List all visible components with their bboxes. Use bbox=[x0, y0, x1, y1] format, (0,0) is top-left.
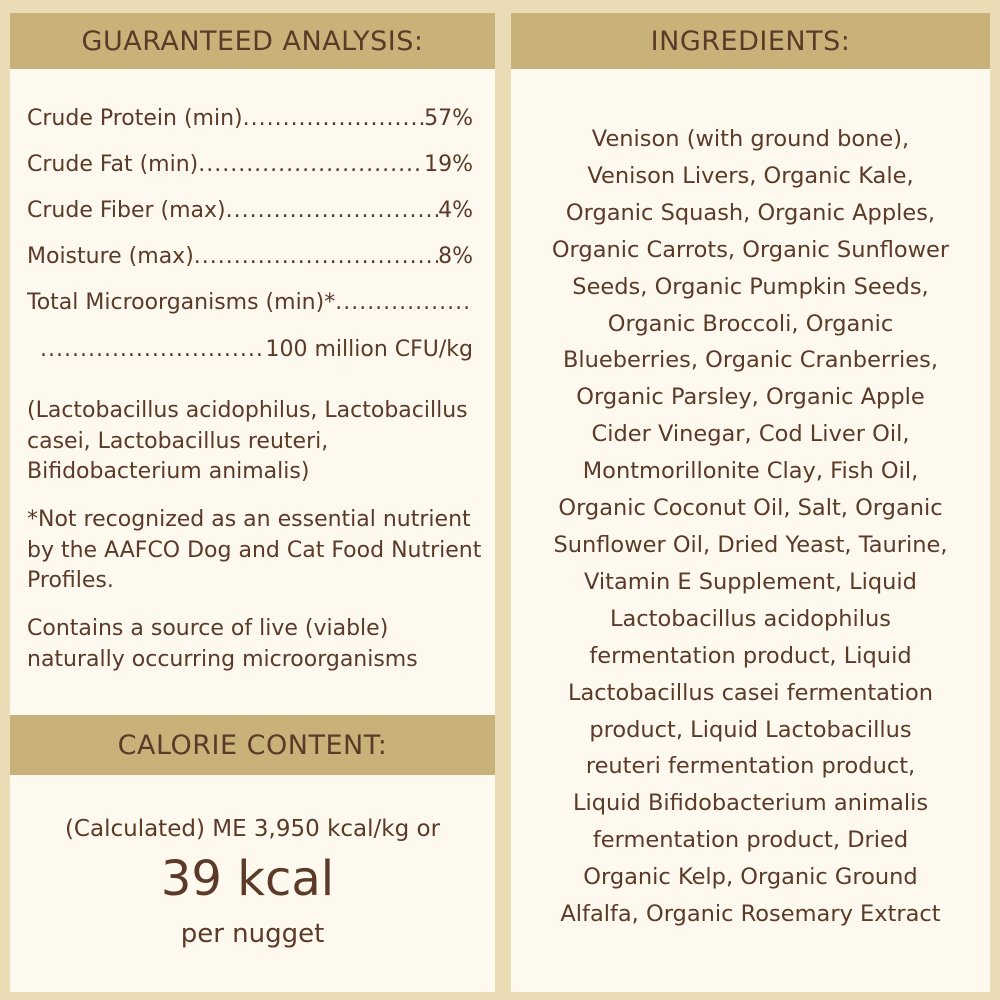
ingredients-line: Lactobacillus acidophilus bbox=[609, 605, 892, 632]
ingredients-line: Organic Carrots, Organic Sunflower bbox=[551, 236, 950, 263]
guaranteed-analysis-heading: GUARANTEED ANALYSIS: bbox=[10, 13, 495, 69]
analysis-value: 100 million CFU/kg bbox=[265, 337, 474, 362]
aafco-footnote: *Not recognized as an essential nutrient… bbox=[27, 507, 482, 593]
analysis-row: 100 million CFU/kg bbox=[40, 337, 474, 362]
ingredients-line: fermentation product, Dried bbox=[592, 827, 909, 854]
ingredients-line: product, Liquid Lactobacillus bbox=[589, 716, 912, 743]
analysis-row: Crude Fiber (max) 4% bbox=[27, 198, 473, 223]
analysis-value: 19% bbox=[424, 152, 473, 177]
probiotic-strains: (Lactobacillus acidophilus, Lactobacillu… bbox=[27, 398, 468, 484]
guaranteed-analysis-panel: GUARANTEED ANALYSIS: Crude Protein (min)… bbox=[10, 13, 495, 992]
analysis-label: Total Microorganisms (min)* bbox=[27, 290, 336, 315]
analysis-row: Crude Fat (min) 19% bbox=[27, 152, 473, 177]
ingredients-line: Liquid Bifidobacterium animalis bbox=[572, 790, 929, 817]
analysis-row: Crude Protein (min) 57% bbox=[27, 106, 473, 131]
ingredients-line: Organic Parsley, Organic Apple bbox=[576, 384, 925, 411]
analysis-value: 4% bbox=[438, 198, 473, 223]
analysis-label: Crude Fiber (max) bbox=[27, 198, 226, 223]
ingredients-line: Seeds, Organic Pumpkin Seeds, bbox=[572, 273, 929, 300]
ingredients-line: Montmorillonite Clay, Fish Oil, bbox=[582, 458, 919, 485]
analysis-label: Crude Protein (min) bbox=[27, 106, 243, 131]
live-microorganisms-note: Contains a source of live (viable) natur… bbox=[27, 616, 418, 672]
analysis-row: Total Microorganisms (min)* bbox=[27, 290, 473, 315]
ingredients-line: Organic Kelp, Organic Ground bbox=[583, 864, 918, 891]
analysis-row: Moisture (max) 8% bbox=[27, 244, 473, 269]
ingredients-line: Venison Livers, Organic Kale, bbox=[587, 162, 914, 189]
ingredients-line: Blueberries, Organic Cranberries, bbox=[562, 347, 939, 374]
calorie-me-line: (Calculated) ME 3,950 kcal/kg or bbox=[64, 816, 441, 842]
ingredients-line: Lactobacillus casei fermentation bbox=[567, 679, 934, 706]
ingredients-line: Alfalfa, Organic Rosemary Extract bbox=[560, 901, 941, 928]
ingredients-line: fermentation product, Liquid bbox=[589, 642, 912, 669]
calorie-content-heading: CALORIE CONTENT: bbox=[10, 715, 495, 775]
analysis-value: 57% bbox=[424, 106, 473, 131]
calorie-per-nugget-label: per nugget bbox=[180, 919, 325, 949]
ingredients-line: Vitamin E Supplement, Liquid bbox=[584, 568, 917, 595]
ingredients-heading: INGREDIENTS: bbox=[511, 13, 990, 69]
analysis-value: 8% bbox=[438, 244, 473, 269]
ingredients-line: reuteri fermentation product, bbox=[585, 753, 916, 780]
ingredients-line: Organic Squash, Organic Apples, bbox=[565, 199, 936, 226]
analysis-label: Crude Fat (min) bbox=[27, 152, 199, 177]
analysis-label: Moisture (max) bbox=[27, 244, 194, 269]
ingredients-line: Organic Coconut Oil, Salt, Organic bbox=[558, 495, 943, 522]
ingredients-line: Organic Broccoli, Organic bbox=[607, 310, 894, 337]
ingredients-list: Venison (with ground bone), Venison Liver… bbox=[511, 121, 990, 933]
ingredients-line: Cider Vinegar, Cod Liver Oil, bbox=[591, 421, 910, 448]
ingredients-line: Venison (with ground bone), bbox=[591, 126, 910, 152]
calorie-per-nugget-value: 39 kcal bbox=[160, 851, 335, 907]
ingredients-panel: INGREDIENTS: Venison (with ground bone),… bbox=[511, 13, 990, 992]
ingredients-line: Sunflower Oil, Dried Yeast, Taurine, bbox=[553, 531, 948, 558]
